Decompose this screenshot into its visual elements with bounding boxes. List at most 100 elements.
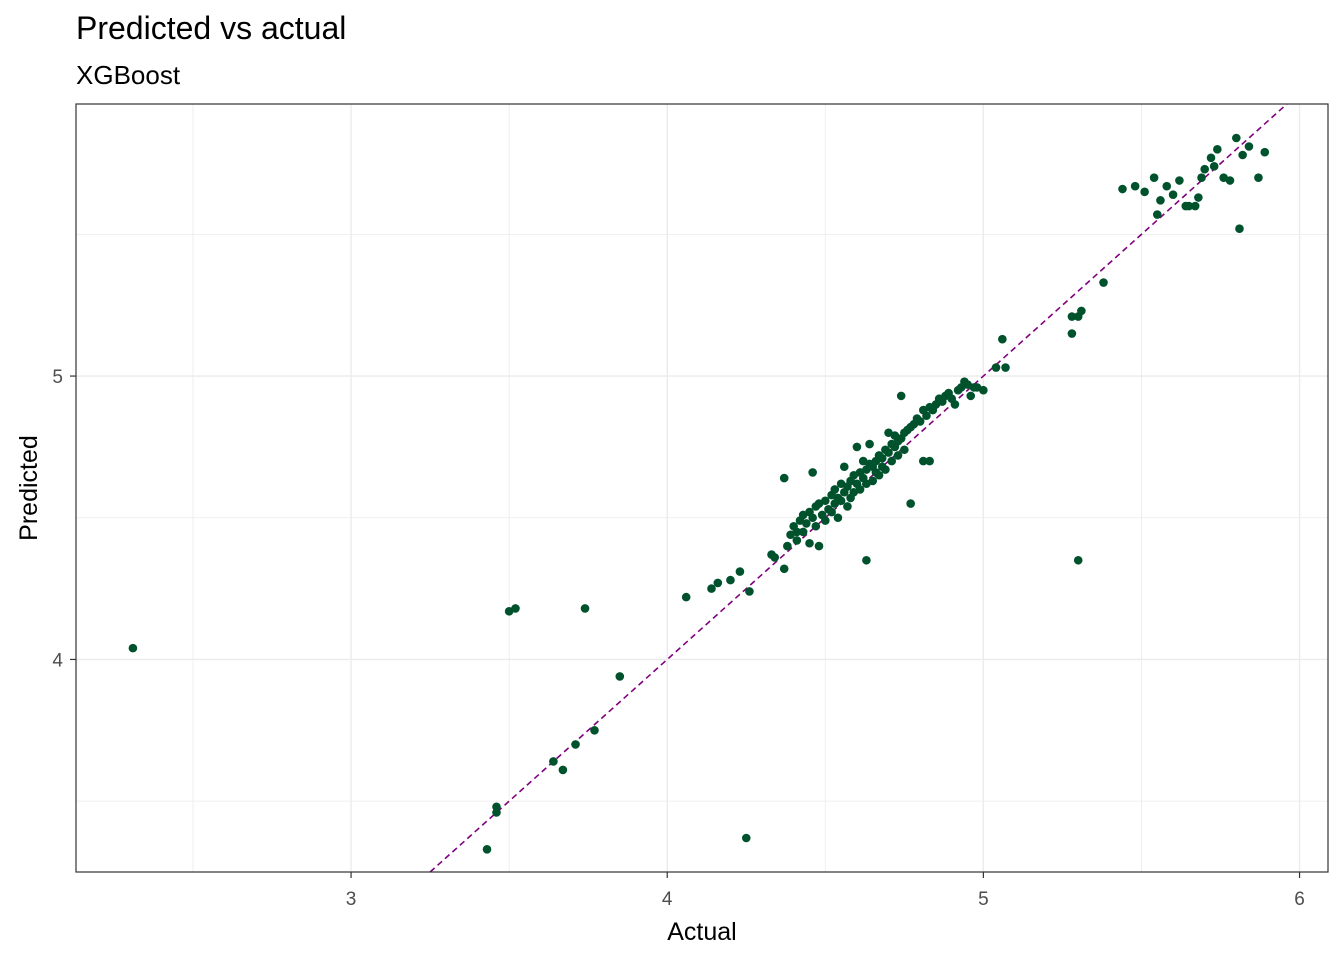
data-point	[1213, 145, 1222, 154]
data-point	[1168, 190, 1178, 199]
data-point	[833, 513, 843, 523]
data-point	[862, 555, 871, 565]
x-axis-ticks: 3 4 5 6	[346, 872, 1305, 910]
data-point	[1194, 193, 1203, 202]
data-point	[805, 538, 814, 548]
data-point	[836, 496, 846, 506]
data-point	[839, 462, 849, 472]
data-point	[1175, 176, 1184, 185]
data-point	[843, 502, 852, 511]
data-point	[783, 541, 792, 551]
data-point	[1209, 162, 1219, 171]
data-point	[998, 334, 1007, 344]
data-point	[1073, 555, 1083, 565]
data-point	[821, 496, 830, 506]
data-point	[492, 802, 501, 812]
data-point	[779, 473, 789, 483]
data-point	[1118, 184, 1127, 194]
data-point	[991, 363, 1001, 372]
data-point	[1190, 201, 1200, 211]
data-point	[1254, 173, 1263, 182]
data-point	[821, 516, 830, 525]
data-point	[1184, 201, 1194, 211]
data-point	[1244, 142, 1254, 151]
x-tick-label: 4	[662, 889, 673, 910]
data-point	[1077, 306, 1086, 316]
x-axis-title: Actual	[667, 918, 736, 946]
data-point	[1260, 147, 1270, 157]
data-point	[792, 527, 802, 537]
data-point	[792, 536, 802, 545]
data-point	[707, 584, 716, 593]
y-axis-ticks: 45	[52, 367, 76, 671]
data-point	[877, 453, 887, 463]
data-point	[482, 845, 492, 854]
data-point	[1206, 153, 1216, 163]
data-point	[1001, 363, 1010, 372]
x-tick-label: 6	[1294, 889, 1305, 910]
data-point	[741, 833, 751, 843]
data-point	[900, 445, 909, 455]
x-tick-label: 5	[978, 889, 989, 910]
data-point	[1149, 173, 1159, 182]
data-point	[713, 578, 723, 588]
data-point	[919, 456, 928, 466]
data-point	[1197, 173, 1206, 182]
data-point	[808, 468, 817, 477]
data-point	[558, 765, 568, 775]
data-point	[1200, 164, 1209, 174]
data-point	[590, 726, 599, 735]
data-point	[827, 507, 836, 517]
data-point	[893, 451, 903, 460]
data-point	[906, 499, 915, 508]
data-point	[615, 672, 625, 681]
data-point	[874, 470, 884, 480]
data-point	[580, 604, 590, 613]
data-point	[1152, 210, 1162, 219]
data-point	[979, 385, 988, 395]
data-point	[1162, 181, 1172, 191]
data-point	[571, 740, 580, 749]
data-point	[884, 448, 893, 457]
y-tick-label: 4	[52, 650, 63, 671]
data-point	[925, 456, 934, 466]
y-tick-label: 5	[52, 367, 63, 388]
data-point	[745, 587, 754, 596]
chart-subtitle: XGBoost	[76, 60, 181, 90]
data-point	[1067, 329, 1077, 338]
data-point	[1156, 196, 1165, 205]
data-point	[1099, 278, 1108, 287]
data-point	[511, 604, 520, 613]
chart-title: Predicted vs actual	[76, 10, 347, 46]
data-point	[811, 521, 821, 531]
data-point	[808, 513, 817, 523]
data-point	[802, 519, 811, 528]
data-point	[1232, 133, 1241, 143]
data-point	[887, 456, 896, 466]
gridlines	[76, 104, 1328, 872]
data-point	[1140, 187, 1149, 197]
plot-panel-border	[75, 103, 1329, 873]
data-point	[922, 411, 931, 421]
data-point	[770, 553, 780, 562]
x-tick-label: 3	[346, 889, 357, 910]
data-point	[855, 485, 865, 494]
data-point	[1235, 224, 1244, 233]
data-point	[1067, 312, 1077, 321]
data-point	[798, 527, 808, 537]
data-point	[1225, 176, 1235, 185]
data-point	[881, 465, 890, 474]
data-point	[735, 567, 745, 576]
data-point	[966, 391, 976, 401]
data-point	[896, 391, 906, 401]
data-points	[128, 133, 1270, 854]
data-point	[868, 476, 878, 486]
y-axis-title: Predicted	[15, 435, 43, 541]
data-point	[681, 592, 691, 602]
data-point	[915, 417, 925, 426]
data-point	[779, 564, 789, 574]
data-point	[852, 442, 862, 452]
data-point	[726, 575, 735, 585]
data-point	[1238, 150, 1247, 160]
data-point	[865, 439, 874, 449]
